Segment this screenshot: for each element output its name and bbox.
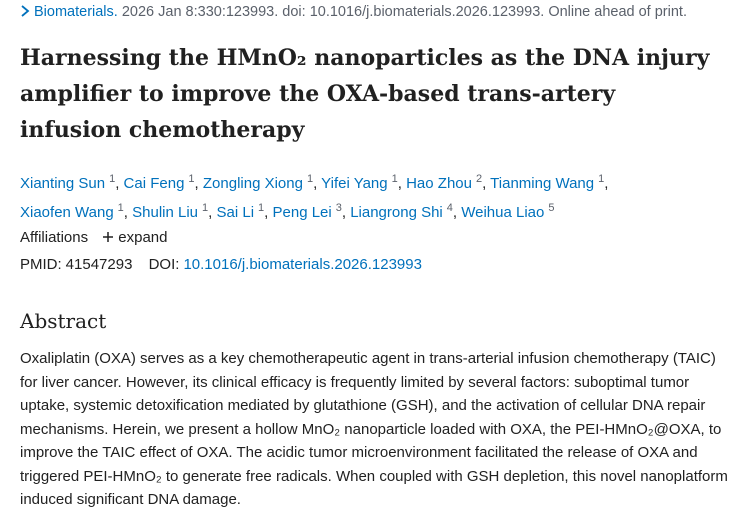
affiliation-number: 3: [335, 202, 342, 214]
author-name[interactable]: Shulin Liu: [132, 204, 199, 221]
pmid: 41547293: [65, 256, 133, 273]
affiliation-number: 1: [202, 202, 209, 214]
affiliation-number: 2: [475, 173, 483, 185]
doi-label: DOI:: [148, 256, 180, 273]
author-name[interactable]: Tianming Wang: [490, 175, 595, 192]
affiliations-label: Affiliations: [20, 229, 89, 246]
author: Tianming Wang 1: [490, 173, 608, 192]
affiliation-number: 1: [258, 202, 265, 214]
citation: Biomaterials. 2026 Jan 8:330:123993. doi…: [20, 4, 687, 20]
affiliation-number: 5: [548, 202, 555, 214]
chevron-icon: [21, 5, 30, 17]
affiliation-number: 1: [188, 173, 195, 185]
expand-toggle[interactable]: expand: [102, 229, 167, 246]
page: {"citation": {"journal": "Biomaterials."…: [20, 4, 728, 508]
abstract-text: Oxaliplatin (OXA) serves as a key chemot…: [20, 350, 728, 508]
plus-icon: [103, 232, 114, 242]
author: Xianting Sun 1: [20, 173, 119, 192]
affiliation-number: 1: [109, 173, 116, 185]
citation-details: 2026 Jan 8:330:123993. doi: 10.1016/j.bi…: [121, 4, 687, 20]
author: Weihua Liao 5: [461, 202, 555, 221]
author-name[interactable]: Cai Feng: [123, 175, 185, 192]
identifiers: PMID: 41547293 DOI: 10.1016/j.biomaterials…: [20, 256, 422, 273]
affiliation-number: 4: [446, 202, 453, 214]
expand-label: expand: [118, 229, 168, 246]
author: Zongling Xiong 1: [202, 173, 317, 192]
article-title: Harnessing the HMnO₂ nanoparticles as th…: [20, 45, 710, 143]
abstract-heading: Abstract: [20, 309, 107, 333]
author-name[interactable]: Liangrong Shi: [350, 204, 443, 221]
author: Liangrong Shi 4: [350, 202, 457, 221]
author: Yifei Yang 1: [321, 173, 402, 192]
affiliation-number: 1: [306, 173, 314, 185]
affiliation-number: 1: [117, 202, 124, 214]
doi-link[interactable]: 10.1016/j.biomaterials.2026.123993: [183, 256, 422, 273]
author: Xiaofen Wang 1: [20, 202, 128, 221]
author-name[interactable]: Weihua Liao: [461, 204, 545, 221]
journal-link[interactable]: Biomaterials.: [34, 4, 118, 20]
author-name[interactable]: Hao Zhou: [406, 175, 472, 192]
author-name[interactable]: Yifei Yang: [321, 175, 388, 192]
author-name[interactable]: Zongling Xiong: [202, 175, 303, 192]
author: Cai Feng 1: [123, 173, 199, 192]
affiliation-number: 1: [598, 173, 605, 185]
affiliation-number: 1: [391, 173, 398, 185]
author-name[interactable]: Xiaofen Wang: [20, 204, 114, 221]
author: Peng Lei 3: [272, 202, 347, 221]
author: Sai Li 1: [216, 202, 269, 221]
pmid-label: PMID:: [20, 256, 62, 273]
author-name[interactable]: Peng Lei: [272, 204, 332, 221]
affiliations: Affiliations expand: [20, 229, 167, 246]
author: Hao Zhou 2: [406, 173, 486, 192]
author: Shulin Liu 1: [132, 202, 212, 221]
author-name[interactable]: Sai Li: [216, 204, 255, 221]
author-name[interactable]: Xianting Sun: [20, 175, 106, 192]
